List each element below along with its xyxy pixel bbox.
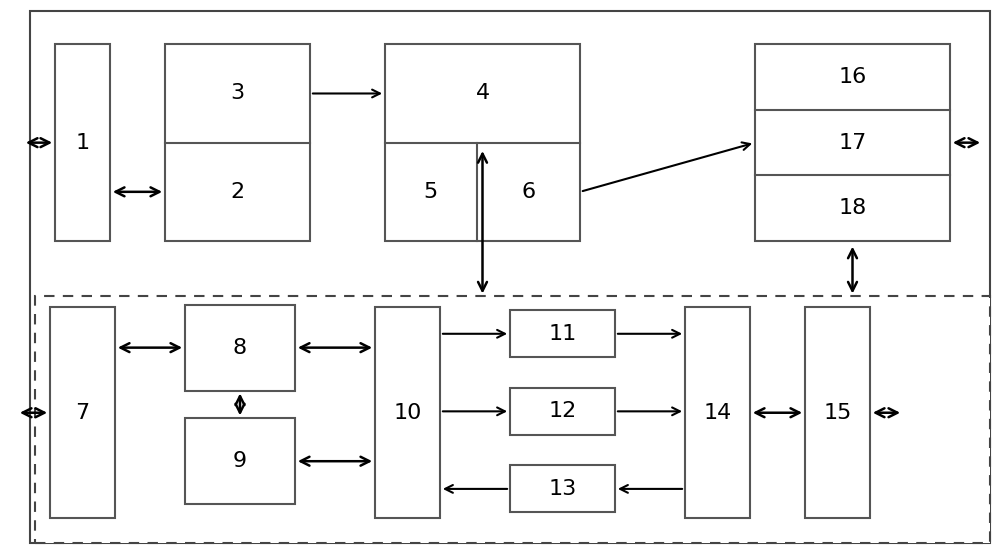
Text: 17: 17 [838, 132, 867, 153]
Text: 13: 13 [548, 479, 577, 499]
Text: 7: 7 [75, 403, 90, 423]
Bar [50, 307, 115, 518]
Text: 11: 11 [548, 324, 577, 344]
Text: 5: 5 [424, 182, 438, 202]
Bar [510, 310, 615, 357]
Bar [375, 307, 440, 518]
Text: 18: 18 [838, 198, 867, 218]
Text: 14: 14 [703, 403, 732, 423]
Text: 1: 1 [75, 132, 90, 153]
Bar [510, 465, 615, 512]
Bar [35, 296, 990, 543]
Text: 2: 2 [230, 182, 245, 202]
Bar [55, 44, 110, 241]
Text: 16: 16 [838, 67, 867, 87]
Bar [185, 305, 295, 391]
Bar [165, 44, 310, 241]
Text: 12: 12 [548, 401, 577, 422]
Text: 15: 15 [823, 403, 852, 423]
Bar [685, 307, 750, 518]
Text: 8: 8 [233, 337, 247, 358]
Bar [805, 307, 870, 518]
Bar [185, 418, 295, 504]
Text: 9: 9 [233, 451, 247, 471]
Text: 4: 4 [475, 84, 490, 104]
Bar [510, 388, 615, 435]
Text: 6: 6 [521, 182, 535, 202]
Text: 10: 10 [393, 403, 422, 423]
Bar [755, 44, 950, 241]
Bar [385, 44, 580, 241]
Text: 3: 3 [230, 84, 245, 104]
